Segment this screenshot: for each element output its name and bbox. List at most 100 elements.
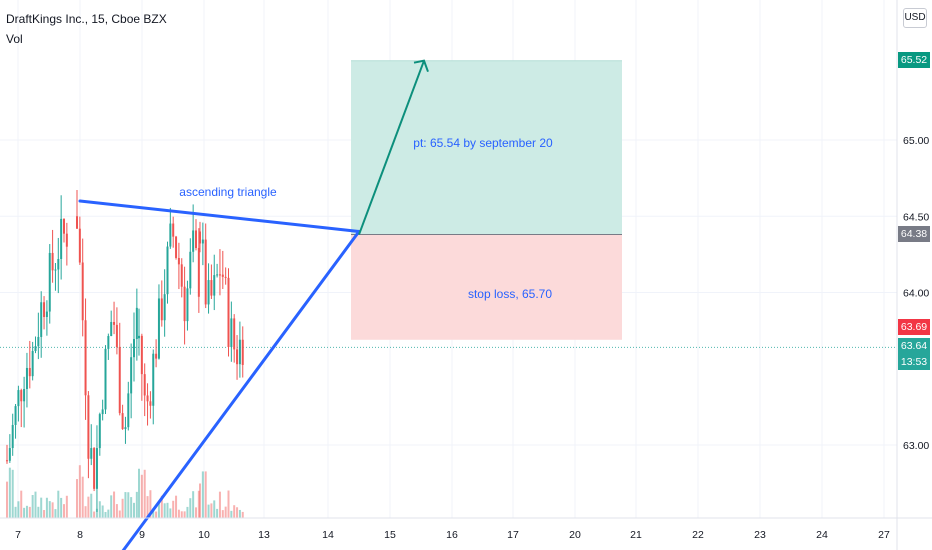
candle-body [118, 347, 121, 414]
candle-body [236, 349, 239, 365]
candle-body [180, 264, 183, 287]
candle-body [8, 448, 11, 461]
candle-body [11, 424, 14, 449]
candle-body [230, 318, 233, 347]
candle-body [107, 335, 110, 349]
volume-bar [201, 471, 204, 518]
candle-body [224, 276, 227, 278]
candle-body [81, 262, 84, 321]
trendline-resistance [78, 199, 361, 233]
volume-bar [199, 483, 201, 518]
entry-price-badge: 64.38 [898, 226, 930, 242]
candle-body [189, 251, 192, 289]
countdown-badge: 13:53 [898, 354, 930, 370]
x-tick-label: 7 [15, 529, 21, 541]
volume-bar [95, 508, 98, 518]
volume-bar [210, 503, 213, 518]
candle-body [204, 239, 207, 305]
candle-body [48, 252, 51, 312]
candle-body [227, 277, 230, 347]
candle-body [157, 298, 160, 359]
candle-body [146, 395, 149, 402]
candle-body [45, 311, 48, 318]
volume-bar [130, 497, 133, 518]
candle-body [183, 286, 186, 322]
x-tick-label: 8 [77, 529, 83, 541]
volume-bar [152, 508, 155, 518]
volume-bar [169, 508, 172, 518]
candle-body [20, 390, 23, 402]
x-tick-label: 21 [630, 529, 642, 541]
volume-bar [25, 505, 28, 518]
volume-bar [93, 511, 96, 518]
x-tick-label: 17 [507, 529, 519, 541]
drawings[interactable]: ascending triangle pt: 65.54 by september… [78, 59, 553, 550]
open-price-badge: 63.69 [898, 319, 930, 335]
candle-body [166, 246, 169, 295]
target-arrow [358, 60, 425, 235]
volume-bar [17, 501, 20, 518]
x-tick-label: 20 [569, 529, 581, 541]
candle-body [155, 353, 158, 359]
volume-bar [14, 506, 17, 518]
candle-body [51, 252, 54, 271]
volume-bar [118, 510, 121, 518]
last-price-badge: 63.64 [898, 338, 930, 354]
currency-button[interactable]: USD [903, 8, 927, 28]
volume-bar [11, 469, 14, 518]
volume-bar [213, 500, 216, 518]
volume-bar [43, 510, 46, 518]
candle-body [23, 388, 26, 402]
candle-body [195, 230, 197, 249]
volume-bar [233, 505, 236, 518]
x-tick-label: 23 [754, 529, 766, 541]
candle-body [133, 339, 135, 358]
candle-body [31, 350, 34, 377]
trendline-support [121, 230, 361, 550]
candle-body [233, 318, 236, 350]
x-tick-label: 10 [198, 529, 210, 541]
volume-bar [37, 506, 40, 518]
candle-body [60, 218, 63, 260]
x-tick-label: 27 [878, 529, 890, 541]
x-tick-label: 22 [692, 529, 704, 541]
volume-bar [192, 491, 195, 518]
candle-body [17, 390, 20, 407]
volume-bar [230, 510, 233, 518]
volume-bar [166, 502, 169, 518]
candle-body [192, 230, 195, 252]
candle-body [207, 280, 210, 305]
candle-body [160, 298, 163, 321]
candle-body [34, 346, 37, 351]
stop-label: stop loss, 65.70 [468, 287, 552, 301]
volume-bar [146, 496, 149, 518]
y-tick-label: 64.00 [903, 288, 929, 300]
volume-bar [6, 481, 8, 518]
candle-body [149, 401, 152, 406]
candle-body [110, 321, 113, 336]
target-zone [351, 60, 622, 235]
volume-bar [87, 496, 90, 518]
x-tick-label: 15 [384, 529, 396, 541]
y-tick-label: 65.00 [903, 135, 929, 147]
x-tick-label: 24 [816, 529, 828, 541]
volume-bar [180, 511, 183, 518]
candle-body [127, 393, 130, 428]
candle-body [90, 448, 93, 459]
volume-bar [227, 490, 230, 518]
volume-bar [98, 501, 101, 518]
candle-body [175, 236, 178, 258]
volume-bar [110, 495, 113, 518]
volume-indicator-label[interactable]: Vol [6, 32, 23, 46]
candle-body [199, 231, 201, 244]
volume-bar [127, 492, 130, 518]
candle-body [121, 413, 124, 430]
candle-body [221, 274, 224, 277]
volume-bar [20, 490, 23, 518]
volume-bar [63, 504, 65, 518]
volume-bar [183, 511, 186, 518]
candle-body [241, 339, 244, 365]
candle-body [101, 409, 104, 415]
